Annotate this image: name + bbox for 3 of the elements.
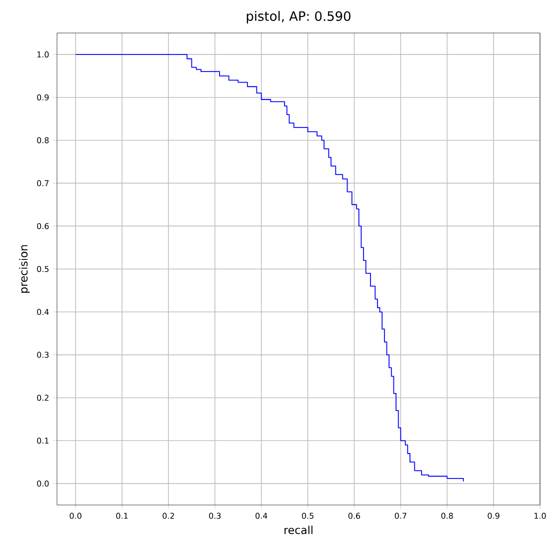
y-axis-title: precision [19,245,30,293]
chart-title: pistol, AP: 0.590 [246,10,350,24]
x-axis-title: recall [284,526,312,534]
